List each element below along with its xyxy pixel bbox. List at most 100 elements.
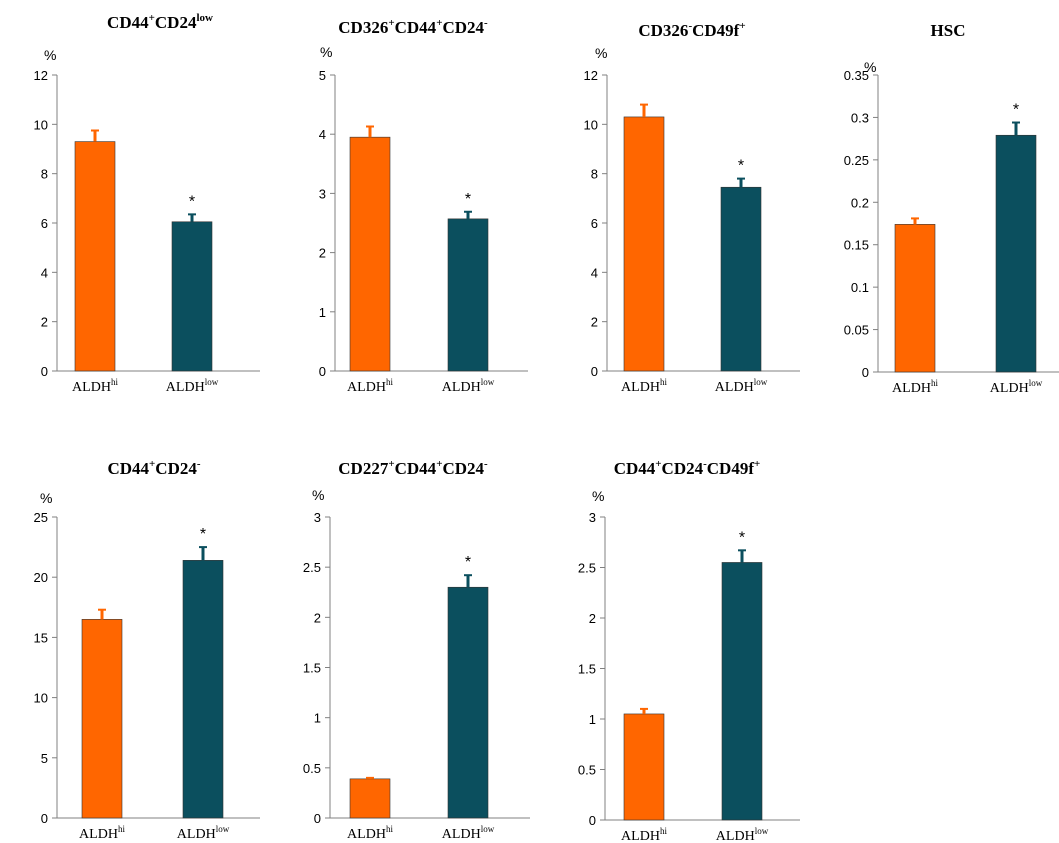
y-unit-label: % (595, 45, 607, 61)
y-tick-label: 3 (589, 510, 596, 525)
significance-marker: * (465, 191, 471, 208)
significance-marker: * (1013, 102, 1019, 119)
chart-panel-2: CD326+CD44+CD24-% 0 1 2 3 4 5 ALDHhi * ALDHlow (319, 17, 528, 395)
y-tick-label: 0.05 (844, 323, 869, 338)
bar-aldhhi (74, 141, 116, 372)
chart-panel-6: CD227+CD44+CD24-% 0 0.5 1 1.5 2 2.5 3 ALDHhi * ALD… (303, 458, 530, 842)
bar-aldhhi (349, 136, 391, 372)
y-tick-label: 0 (41, 811, 48, 826)
y-tick-label: 1 (314, 711, 321, 726)
x-tick-label: ALDHlow (990, 378, 1043, 396)
y-tick-label: 25 (34, 510, 48, 525)
y-tick-label: 4 (319, 127, 326, 142)
y-tick-label: 10 (34, 691, 48, 706)
x-tick-label: ALDHlow (715, 377, 768, 395)
y-tick-label: 15 (34, 630, 48, 645)
y-tick-label: 6 (591, 216, 598, 231)
chart-title: CD326+CD44+CD24- (338, 17, 488, 37)
y-tick-label: 0.3 (851, 110, 869, 125)
chart-title: CD44+CD24-CD49f+ (614, 458, 761, 478)
x-tick-label: ALDHlow (177, 824, 230, 842)
bar-aldhlow (720, 186, 762, 372)
x-tick-label: ALDHhi (347, 377, 393, 395)
y-tick-label: 1.5 (303, 661, 321, 676)
bar-aldhhi (894, 224, 936, 373)
significance-marker: * (739, 529, 745, 546)
bar-aldhlow (447, 586, 489, 819)
significance-marker: * (200, 526, 206, 543)
y-tick-label: 0 (319, 364, 326, 379)
y-tick-label: 0.25 (844, 153, 869, 168)
y-tick-label: 2 (589, 611, 596, 626)
y-tick-label: 8 (591, 167, 598, 182)
bar-aldhhi (81, 619, 123, 819)
y-tick-label: 4 (591, 265, 598, 280)
y-tick-label: 6 (41, 216, 48, 231)
bar-aldhhi (623, 116, 665, 372)
y-tick-label: 8 (41, 167, 48, 182)
y-tick-label: 3 (314, 510, 321, 525)
chart-panel-7: CD44+CD24-CD49f+% 0 0.5 1 1.5 2 2.5 3 ALDHhi * ALD… (578, 458, 800, 843)
y-tick-label: 0 (591, 364, 598, 379)
y-tick-label: 5 (41, 751, 48, 766)
y-tick-label: 1 (319, 305, 326, 320)
chart-title: CD227+CD44+CD24- (338, 458, 488, 478)
bar-aldhlow (182, 560, 224, 819)
x-tick-label: ALDHhi (621, 826, 667, 843)
y-tick-label: 10 (34, 117, 48, 132)
y-tick-label: 0 (314, 811, 321, 826)
x-tick-label: ALDHhi (72, 377, 118, 395)
x-tick-label: ALDHlow (442, 377, 495, 395)
y-tick-label: 1.5 (578, 662, 596, 677)
y-tick-label: 0.1 (851, 280, 869, 295)
y-tick-label: 1 (589, 712, 596, 727)
bar-aldhlow (171, 221, 213, 372)
bar-aldhlow (447, 218, 489, 372)
y-tick-label: 0 (589, 813, 596, 828)
x-tick-label: ALDHhi (347, 824, 393, 842)
y-unit-label: % (312, 487, 324, 503)
y-tick-label: 2.5 (303, 560, 321, 575)
chart-panel-5: CD44+CD24-% 0 5 10 15 20 25 ALDHhi * ALDHlow (34, 458, 260, 842)
y-unit-label: % (320, 44, 332, 60)
chart-panel-4: HSC% 0 0.05 0.1 0.15 0.2 0.25 0.3 0.35 ALDHhi * ALD… (844, 21, 1059, 396)
bar-aldhhi (623, 713, 665, 821)
y-tick-label: 0.15 (844, 238, 869, 253)
chart-title: CD44+CD24- (107, 458, 200, 478)
x-tick-label: ALDHhi (621, 377, 667, 395)
significance-marker: * (465, 554, 471, 571)
y-tick-label: 10 (584, 117, 598, 132)
bar-aldhlow (995, 134, 1037, 373)
y-tick-label: 0.5 (578, 763, 596, 778)
x-tick-label: ALDHlow (716, 826, 769, 843)
y-tick-label: 2 (41, 315, 48, 330)
y-tick-label: 0 (862, 365, 869, 380)
y-tick-label: 0.2 (851, 195, 869, 210)
y-tick-label: 0.35 (844, 68, 869, 83)
y-tick-label: 3 (319, 186, 326, 201)
y-unit-label: % (40, 490, 52, 506)
x-tick-label: ALDHlow (166, 377, 219, 395)
y-unit-label: % (864, 59, 876, 75)
y-tick-label: 5 (319, 68, 326, 83)
x-tick-label: ALDHhi (79, 824, 125, 842)
y-tick-label: 0.5 (303, 761, 321, 776)
bar-aldhlow (721, 562, 763, 821)
significance-marker: * (189, 193, 195, 210)
chart-title: CD44+CD24low (107, 12, 213, 32)
x-tick-label: ALDHlow (442, 824, 495, 842)
chart-title: HSC (931, 21, 966, 40)
bar-aldhhi (349, 778, 391, 819)
y-unit-label: % (592, 488, 604, 504)
y-tick-label: 12 (34, 68, 48, 83)
chart-panel-3: CD326-CD49f+% 0 2 4 6 8 10 12 ALDHhi * ALDHlow (584, 20, 800, 395)
x-tick-label: ALDHhi (892, 378, 938, 396)
y-tick-label: 4 (41, 265, 48, 280)
y-tick-label: 2 (591, 315, 598, 330)
y-tick-label: 0 (41, 364, 48, 379)
y-tick-label: 2 (314, 610, 321, 625)
y-tick-label: 2.5 (578, 561, 596, 576)
y-tick-label: 12 (584, 68, 598, 83)
y-tick-label: 2 (319, 246, 326, 261)
